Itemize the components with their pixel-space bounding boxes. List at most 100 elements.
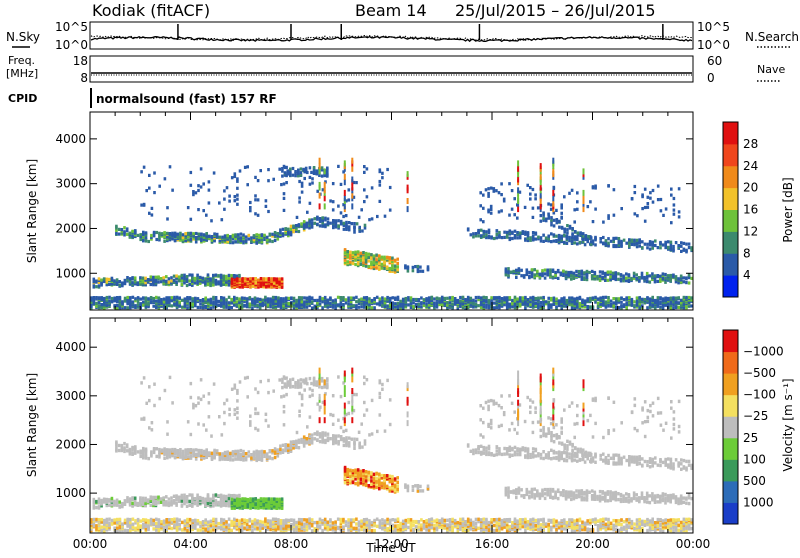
- power-cell: [680, 275, 683, 278]
- velocity-cell: [129, 529, 132, 532]
- power-cell: [275, 296, 278, 299]
- power-cell: [162, 276, 165, 279]
- velocity-cell: [250, 456, 253, 459]
- power-cell: [160, 298, 163, 301]
- power-cell: [503, 296, 506, 299]
- power-cell: [249, 201, 252, 204]
- power-cell: [470, 297, 473, 300]
- power-cell: [449, 301, 452, 304]
- velocity-cell: [394, 477, 397, 480]
- velocity-cell: [142, 497, 145, 500]
- power-streak: [517, 166, 519, 172]
- power-cell: [220, 303, 223, 306]
- power-cell: [623, 239, 626, 242]
- power-cell: [254, 282, 257, 285]
- power-cell: [202, 209, 205, 212]
- power-cell: [269, 305, 272, 308]
- power-cell: [386, 256, 389, 259]
- power-cell: [196, 280, 199, 283]
- power-cell: [511, 237, 514, 240]
- velocity-cell: [126, 529, 129, 532]
- power-cell: [449, 296, 452, 299]
- power-cell: [303, 296, 306, 299]
- power-cell: [607, 242, 610, 245]
- power-cell: [155, 296, 158, 299]
- power-cell: [509, 237, 512, 240]
- power-cell: [316, 223, 319, 226]
- power-cell: [257, 214, 260, 217]
- power-cell: [677, 306, 680, 309]
- power-cell: [255, 233, 258, 236]
- velocity-cell: [113, 518, 116, 521]
- velocity-cell: [139, 455, 142, 458]
- colorbar-segment: [723, 144, 738, 166]
- power-cell: [607, 184, 610, 187]
- velocity-cell: [354, 469, 357, 472]
- power-cell: [249, 277, 252, 280]
- velocity-cell: [260, 497, 263, 500]
- velocity-cell: [126, 443, 129, 446]
- power-cell: [267, 210, 270, 213]
- velocity-cell: [270, 497, 273, 500]
- power-cell: [360, 298, 363, 301]
- power-cell: [615, 237, 618, 240]
- power-cell: [188, 283, 191, 286]
- power-cell: [563, 228, 566, 231]
- power-cell: [373, 297, 376, 300]
- power-cell: [574, 235, 577, 238]
- velocity-cell: [126, 496, 129, 499]
- power-cell: [620, 240, 623, 243]
- power-cell: [324, 223, 327, 226]
- power-cell: [496, 296, 499, 299]
- power-cell: [204, 277, 207, 280]
- power-cell: [513, 213, 516, 216]
- velocity-cell: [396, 481, 399, 484]
- power-cell: [191, 274, 194, 277]
- power-cell: [348, 188, 351, 191]
- power-cell: [585, 238, 588, 241]
- power-cell: [638, 245, 641, 248]
- power-cell: [152, 305, 155, 308]
- velocity-cell: [95, 524, 98, 527]
- power-cell: [303, 300, 306, 303]
- nave-lo-tick: 0: [707, 71, 715, 85]
- power-cell: [550, 203, 553, 206]
- power-cell: [490, 212, 493, 215]
- power-cell: [555, 298, 558, 301]
- power-cell: [557, 269, 560, 272]
- power-cell: [537, 236, 540, 239]
- power-cell: [515, 269, 518, 272]
- power-cell: [550, 303, 553, 306]
- power-cell: [485, 188, 488, 191]
- power-cell: [311, 177, 314, 180]
- power-cell: [129, 232, 132, 235]
- power-cell: [217, 300, 220, 303]
- velocity-cell: [394, 484, 397, 487]
- power-cell: [535, 297, 538, 300]
- velocity-cell: [174, 448, 177, 451]
- power-streak: [344, 160, 346, 166]
- power-cell: [579, 231, 582, 234]
- velocity-cell: [370, 471, 373, 474]
- velocity-cell: [211, 456, 214, 459]
- power-cell: [342, 215, 345, 218]
- power-cell: [480, 296, 483, 299]
- power-cell: [319, 217, 322, 220]
- velocity-cell: [195, 453, 198, 456]
- velocity-cell: [100, 529, 103, 532]
- velocity-cell: [137, 450, 140, 453]
- velocity-cell: [145, 448, 148, 451]
- power-cell: [285, 297, 288, 300]
- power-cell: [399, 300, 402, 303]
- power-cell: [638, 238, 641, 241]
- power-cell: [173, 279, 176, 282]
- power-cell: [553, 297, 556, 300]
- power-cell: [506, 296, 509, 299]
- power-cell: [423, 298, 426, 301]
- colorbar-segment: [723, 188, 738, 210]
- velocity-cell: [245, 452, 248, 455]
- power-cell: [225, 306, 228, 309]
- velocity-cell: [150, 504, 153, 507]
- power-cell: [301, 191, 304, 194]
- power-cell: [581, 299, 584, 302]
